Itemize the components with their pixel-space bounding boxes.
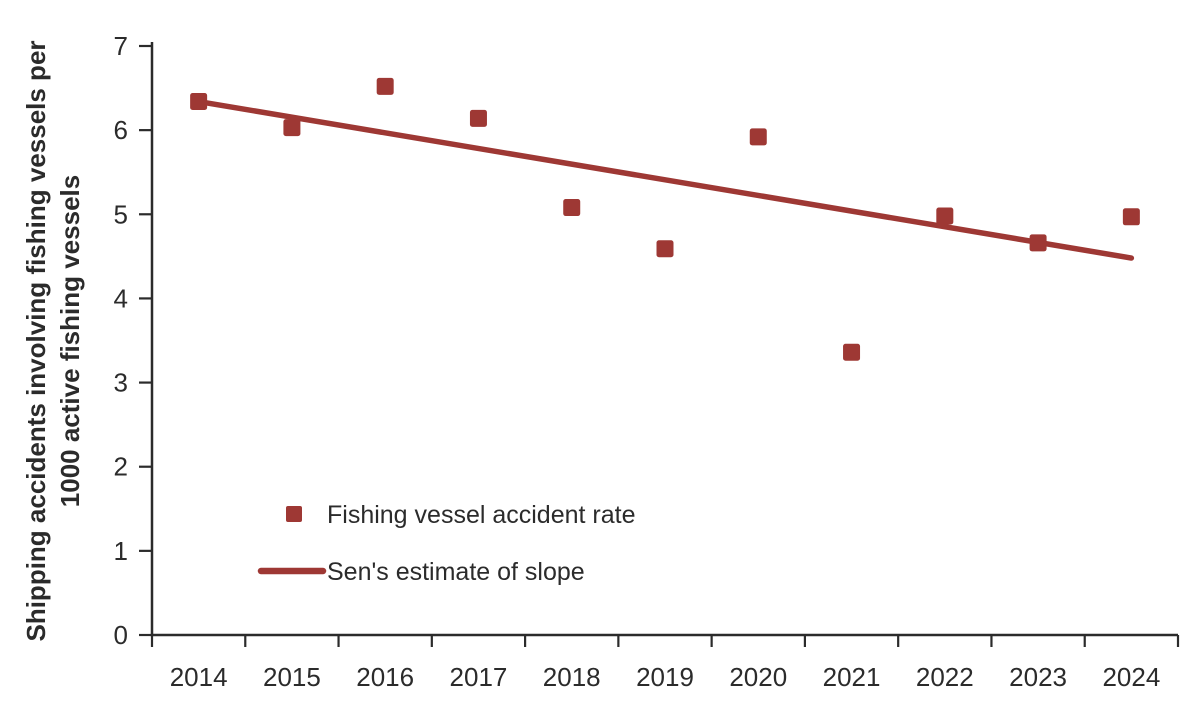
data-point-2014 xyxy=(190,93,208,111)
x-tick-label: 2017 xyxy=(450,662,508,692)
data-point-2021 xyxy=(843,343,861,361)
y-axis-title-line1: Shipping accidents involving fishing ves… xyxy=(21,40,51,641)
data-point-2020 xyxy=(749,128,767,146)
sen-slope-series xyxy=(195,98,1135,261)
y-axis-title: Shipping accidents involving fishing ves… xyxy=(21,40,85,641)
x-tick-label: 2016 xyxy=(356,662,414,692)
y-tick-label: 7 xyxy=(114,31,128,61)
x-tick-label: 2020 xyxy=(729,662,787,692)
x-tick-label: 2021 xyxy=(823,662,881,692)
y-tick-label: 2 xyxy=(114,452,128,482)
data-point-2015 xyxy=(283,119,301,137)
sen-slope-trend-line xyxy=(195,98,1135,261)
y-tick-label: 0 xyxy=(114,620,128,650)
legend-marker-square xyxy=(286,506,302,522)
y-tick-label: 4 xyxy=(114,283,128,313)
x-tick-label: 2019 xyxy=(636,662,694,692)
data-point-2023 xyxy=(1029,234,1047,252)
y-tick-label: 5 xyxy=(114,199,128,229)
legend: Fishing vessel accident rate Sen's estima… xyxy=(257,501,635,586)
data-point-2017 xyxy=(469,109,487,127)
data-point-2024 xyxy=(1122,208,1140,226)
y-axis-title-line2: 1000 active fishing vessels xyxy=(55,175,85,507)
data-point-2016 xyxy=(376,77,394,95)
x-tick-label: 2015 xyxy=(263,662,321,692)
legend-label-sen-slope: Sen's estimate of slope xyxy=(327,558,585,586)
x-tick-label: 2024 xyxy=(1102,662,1160,692)
data-point-2019 xyxy=(656,240,674,258)
legend-label-accident-rate: Fishing vessel accident rate xyxy=(327,501,635,529)
x-tick-label: 2023 xyxy=(1009,662,1067,692)
y-tick-label: 3 xyxy=(114,368,128,398)
x-tick-label: 2022 xyxy=(916,662,974,692)
x-tick-label: 2018 xyxy=(543,662,601,692)
scatter-series xyxy=(190,77,1140,361)
y-tick-label: 6 xyxy=(114,115,128,145)
y-tick-label: 1 xyxy=(114,536,128,566)
y-axis: 0 1 2 3 4 5 6 7 xyxy=(114,31,154,650)
x-axis: 2014 2015 2016 2017 2018 2019 2020 2021 2022 2023… xyxy=(150,633,1180,692)
data-point-2018 xyxy=(563,199,581,217)
x-tick-label: 2014 xyxy=(170,662,228,692)
data-point-2022 xyxy=(936,207,954,225)
